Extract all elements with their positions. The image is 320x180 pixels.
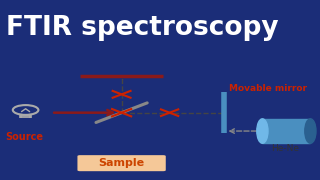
Ellipse shape — [305, 119, 316, 143]
Bar — [262, 119, 310, 143]
Text: Movable mirror: Movable mirror — [229, 84, 307, 93]
Text: He-Ne: He-Ne — [271, 144, 299, 153]
Text: Sample: Sample — [99, 158, 145, 168]
Text: Source: Source — [5, 132, 43, 142]
Text: FTIR spectroscopy: FTIR spectroscopy — [6, 15, 279, 41]
Text: Fixed mirror: Fixed mirror — [166, 66, 235, 76]
FancyBboxPatch shape — [77, 155, 166, 171]
Ellipse shape — [257, 119, 268, 143]
